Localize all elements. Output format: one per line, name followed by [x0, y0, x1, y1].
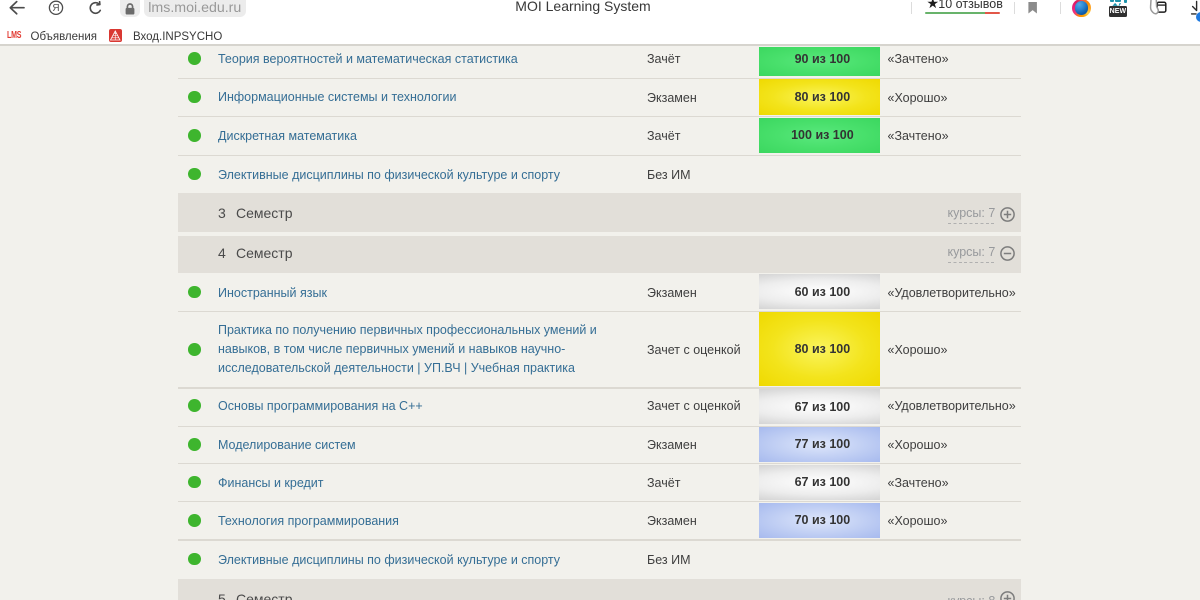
- svg-text:Я: Я: [52, 3, 59, 14]
